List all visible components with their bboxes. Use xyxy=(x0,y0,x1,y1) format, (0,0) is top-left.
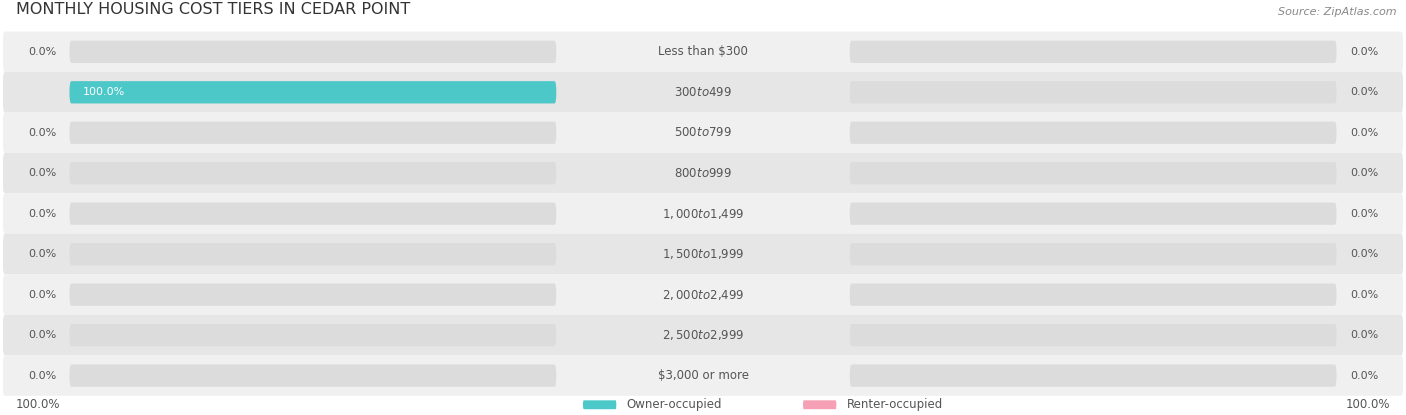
Text: Renter-occupied: Renter-occupied xyxy=(846,398,942,411)
FancyBboxPatch shape xyxy=(583,400,616,409)
FancyBboxPatch shape xyxy=(69,81,557,103)
Text: MONTHLY HOUSING COST TIERS IN CEDAR POINT: MONTHLY HOUSING COST TIERS IN CEDAR POIN… xyxy=(15,2,411,17)
Text: 0.0%: 0.0% xyxy=(1350,249,1378,259)
Text: 0.0%: 0.0% xyxy=(28,209,56,219)
FancyBboxPatch shape xyxy=(849,243,1337,265)
Text: 0.0%: 0.0% xyxy=(28,47,56,57)
FancyBboxPatch shape xyxy=(69,203,557,225)
Text: $300 to $499: $300 to $499 xyxy=(673,86,733,99)
FancyBboxPatch shape xyxy=(69,162,557,184)
FancyBboxPatch shape xyxy=(849,324,1337,346)
Text: 0.0%: 0.0% xyxy=(28,371,56,381)
Text: $2,000 to $2,499: $2,000 to $2,499 xyxy=(662,288,744,302)
FancyBboxPatch shape xyxy=(3,32,1403,72)
FancyBboxPatch shape xyxy=(3,153,1403,193)
Text: 0.0%: 0.0% xyxy=(28,128,56,138)
FancyBboxPatch shape xyxy=(3,234,1403,274)
FancyBboxPatch shape xyxy=(3,274,1403,315)
Text: 0.0%: 0.0% xyxy=(1350,330,1378,340)
FancyBboxPatch shape xyxy=(849,162,1337,184)
Text: 100.0%: 100.0% xyxy=(15,398,60,411)
FancyBboxPatch shape xyxy=(849,203,1337,225)
FancyBboxPatch shape xyxy=(69,41,557,63)
Text: 100.0%: 100.0% xyxy=(1346,398,1391,411)
Text: $800 to $999: $800 to $999 xyxy=(673,167,733,180)
Text: 0.0%: 0.0% xyxy=(1350,47,1378,57)
FancyBboxPatch shape xyxy=(69,81,557,103)
Text: Owner-occupied: Owner-occupied xyxy=(626,398,721,411)
Text: $3,000 or more: $3,000 or more xyxy=(658,369,748,382)
FancyBboxPatch shape xyxy=(849,283,1337,306)
Text: 0.0%: 0.0% xyxy=(1350,128,1378,138)
Text: Source: ZipAtlas.com: Source: ZipAtlas.com xyxy=(1278,7,1396,17)
Text: $1,000 to $1,499: $1,000 to $1,499 xyxy=(662,207,744,221)
FancyBboxPatch shape xyxy=(803,400,837,409)
Text: 0.0%: 0.0% xyxy=(1350,290,1378,300)
FancyBboxPatch shape xyxy=(69,122,557,144)
FancyBboxPatch shape xyxy=(3,193,1403,234)
FancyBboxPatch shape xyxy=(69,283,557,306)
Text: 0.0%: 0.0% xyxy=(28,330,56,340)
Text: 0.0%: 0.0% xyxy=(1350,209,1378,219)
FancyBboxPatch shape xyxy=(849,364,1337,387)
FancyBboxPatch shape xyxy=(69,324,557,346)
FancyBboxPatch shape xyxy=(849,41,1337,63)
FancyBboxPatch shape xyxy=(69,364,557,387)
Text: 100.0%: 100.0% xyxy=(83,87,125,97)
Text: 0.0%: 0.0% xyxy=(1350,87,1378,97)
FancyBboxPatch shape xyxy=(849,122,1337,144)
Text: $2,500 to $2,999: $2,500 to $2,999 xyxy=(662,328,744,342)
Text: 0.0%: 0.0% xyxy=(1350,168,1378,178)
Text: $1,500 to $1,999: $1,500 to $1,999 xyxy=(662,247,744,261)
Text: $500 to $799: $500 to $799 xyxy=(673,126,733,139)
Text: 0.0%: 0.0% xyxy=(28,168,56,178)
FancyBboxPatch shape xyxy=(3,72,1403,112)
FancyBboxPatch shape xyxy=(3,355,1403,396)
FancyBboxPatch shape xyxy=(3,112,1403,153)
FancyBboxPatch shape xyxy=(69,243,557,265)
Text: 0.0%: 0.0% xyxy=(28,290,56,300)
FancyBboxPatch shape xyxy=(3,315,1403,355)
Text: Less than $300: Less than $300 xyxy=(658,45,748,59)
FancyBboxPatch shape xyxy=(849,81,1337,103)
Text: 0.0%: 0.0% xyxy=(1350,371,1378,381)
Text: 0.0%: 0.0% xyxy=(28,249,56,259)
